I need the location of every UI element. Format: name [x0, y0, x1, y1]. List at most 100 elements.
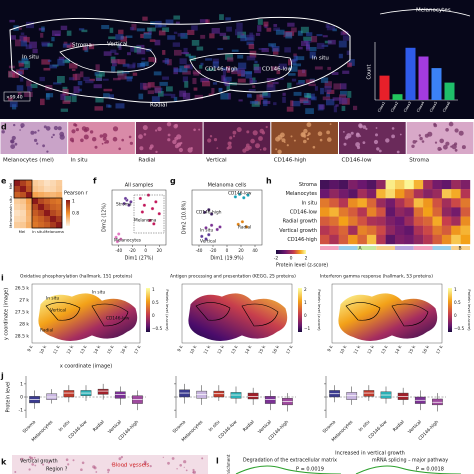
category-label: Class3 [403, 101, 412, 113]
tissue-pixel [212, 82, 218, 85]
colorbar-label: Protein level (z-score) [467, 289, 472, 331]
tissue-pixel [342, 30, 346, 35]
panel-letter: l [216, 457, 219, 466]
region-label: Vertical growth [20, 459, 58, 465]
heatmap-cell [329, 180, 339, 190]
scatter-point [142, 203, 147, 207]
category-label: Class1 [377, 101, 386, 113]
heatmap-cell [451, 189, 461, 199]
tissue-pixel [289, 66, 298, 72]
tissue-pixel [246, 55, 256, 61]
tissue-pixel [291, 27, 297, 33]
cell-blob [306, 137, 310, 141]
region-outline [379, 9, 471, 17]
x-tick-label: -40 [196, 248, 203, 253]
cell-blob [149, 465, 152, 468]
cell-blob [167, 133, 171, 137]
cell-blob [71, 129, 76, 134]
cell-blob [149, 146, 153, 150]
cell-blob [19, 129, 21, 131]
cell-blob [14, 471, 17, 473]
tissue-pixel [173, 68, 182, 73]
tissue-pixel [211, 88, 215, 94]
cell-blob [418, 134, 421, 137]
tissue-pixel [311, 36, 318, 43]
tissue-pixel [308, 83, 316, 87]
cell-blob [362, 125, 367, 129]
heatmap-cell [460, 180, 471, 190]
cell-blob [83, 128, 88, 133]
tissue-pixel [314, 66, 323, 70]
x-tick-label: 14 k [394, 344, 403, 355]
heatmap-cell [14, 180, 21, 187]
tissue-pixel [167, 35, 176, 40]
tissue-pixel [111, 66, 116, 72]
x-tick-label: Radial [92, 419, 106, 433]
row-label: Vertical growth [279, 228, 317, 234]
heatmap-cell [376, 189, 386, 199]
cell-blob [1, 130, 5, 134]
heatmap-cell [26, 198, 33, 205]
cell-blob [92, 137, 97, 142]
cell-blob [454, 128, 459, 133]
tissue-pixel [71, 95, 77, 103]
tissue-pixel [71, 68, 76, 72]
colorbar-tick: 2 [304, 287, 307, 292]
tissue-pixel [129, 27, 134, 31]
x-tick-label: 15 k [257, 344, 266, 355]
cell-blob [277, 149, 282, 154]
highlight-box [133, 194, 165, 234]
heatmap-cell [26, 222, 33, 229]
tissue-pixel [162, 50, 166, 55]
tissue-pixel [238, 99, 243, 102]
cell-blob [45, 126, 51, 131]
group-label: Melanoma [134, 218, 157, 224]
heatmap-cell [338, 207, 349, 217]
cell-blob [433, 122, 437, 126]
cell-blob [303, 139, 307, 144]
cell-blob [59, 134, 65, 140]
tissue-pixel [18, 71, 23, 75]
tissue-pixel [339, 97, 348, 104]
tissue-pixel [110, 49, 117, 54]
scatter-point [209, 223, 214, 227]
heatmap-cell [395, 207, 405, 217]
tissue-pixel [273, 102, 277, 106]
scatter-point [242, 195, 246, 200]
x-tick-label: 11 k [202, 344, 211, 355]
heatmap-cell [385, 198, 396, 208]
tissue-pixel [333, 83, 341, 90]
heatmap-cell [451, 225, 461, 236]
row-label: Stroma [299, 182, 317, 188]
tissue-pixel [60, 108, 69, 112]
cell-blob [411, 144, 415, 148]
heatmap-cell [357, 207, 368, 217]
tissue-pixel [333, 105, 337, 113]
heatmap-cell [338, 189, 349, 199]
heatmap-cell [329, 198, 339, 208]
heatmap-cell [32, 198, 39, 205]
legend-tick: -2 [274, 256, 279, 262]
tissue-pixel [300, 26, 309, 34]
heatmap-cell [329, 225, 339, 236]
cell-blob [71, 139, 74, 143]
tissue-pixel [27, 85, 33, 92]
colorbar [298, 288, 302, 332]
axis-label: Melanoma [8, 208, 13, 228]
tissue-pixel [231, 70, 238, 75]
tissue-pixel [278, 63, 287, 70]
tissue-pixel [285, 32, 293, 39]
heatmap-cell [404, 234, 414, 245]
heatmap-cell [56, 180, 63, 187]
cell-blob [317, 131, 323, 136]
heatmap-cell [320, 189, 330, 199]
bar [418, 56, 429, 100]
tissue-pixel [319, 104, 325, 110]
tile-label: Radial [138, 158, 155, 164]
tissue-pixel [99, 71, 105, 77]
cell-blob [391, 127, 395, 130]
tissue-pixel [256, 94, 264, 100]
tissue-pixel [306, 44, 310, 51]
heatmap-cell [32, 192, 39, 199]
tissue-pixel [324, 81, 332, 88]
